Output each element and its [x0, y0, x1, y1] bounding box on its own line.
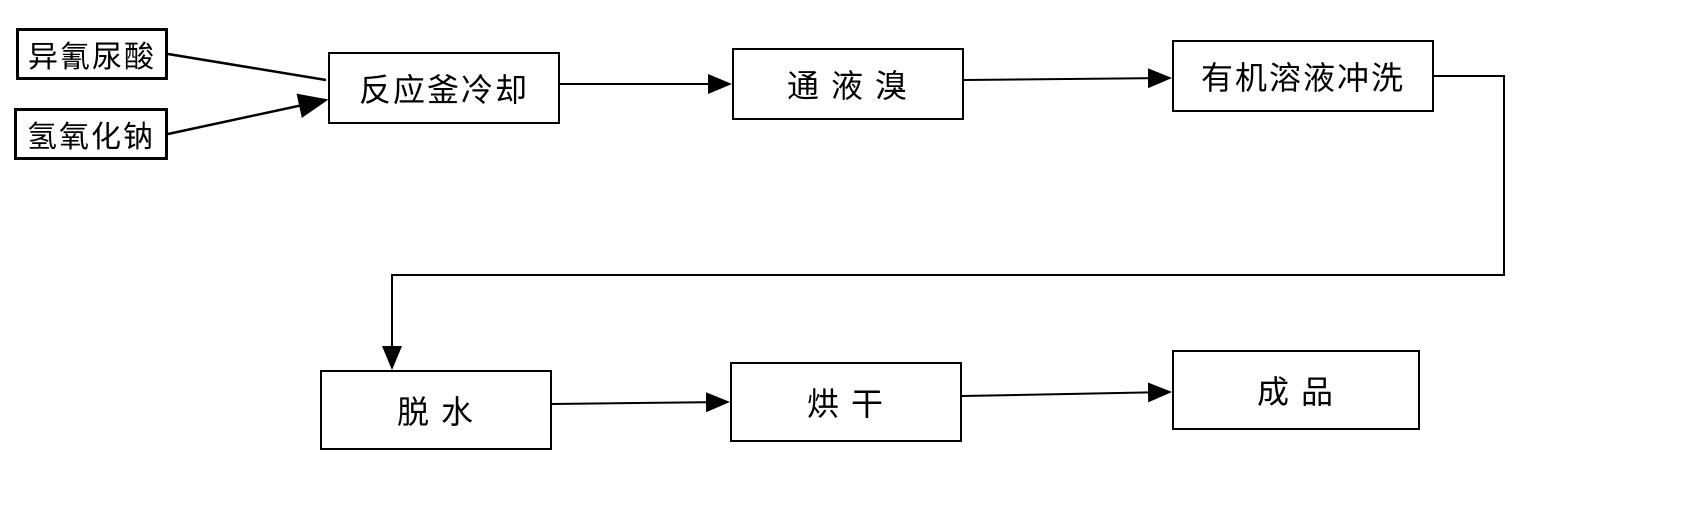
edge-step4-step5 — [552, 402, 728, 404]
node-step4-label: 脱 水 — [397, 387, 475, 433]
node-step2-label: 通 液 溴 — [787, 61, 909, 107]
node-step6-label: 成 品 — [1257, 367, 1335, 413]
edge-step5-step6 — [962, 392, 1170, 396]
node-input1: 异氰尿酸 — [16, 28, 168, 80]
edge-input2-step1 — [168, 100, 326, 134]
node-step1: 反应釜冷却 — [328, 52, 560, 124]
node-step6: 成 品 — [1172, 350, 1420, 430]
node-step2: 通 液 溴 — [732, 48, 964, 120]
node-input1-label: 异氰尿酸 — [28, 32, 156, 76]
node-input2: 氢氧化钠 — [14, 108, 168, 160]
node-step5: 烘 干 — [730, 362, 962, 442]
edge-step2-step3 — [964, 78, 1170, 80]
node-input2-label: 氢氧化钠 — [27, 112, 155, 156]
node-step3: 有机溶液冲洗 — [1172, 40, 1434, 112]
edge-input1-step1 — [168, 54, 326, 80]
node-step3-label: 有机溶液冲洗 — [1201, 53, 1405, 99]
node-step4: 脱 水 — [320, 370, 552, 450]
node-step5-label: 烘 干 — [807, 379, 885, 425]
node-step1-label: 反应釜冷却 — [359, 65, 529, 111]
